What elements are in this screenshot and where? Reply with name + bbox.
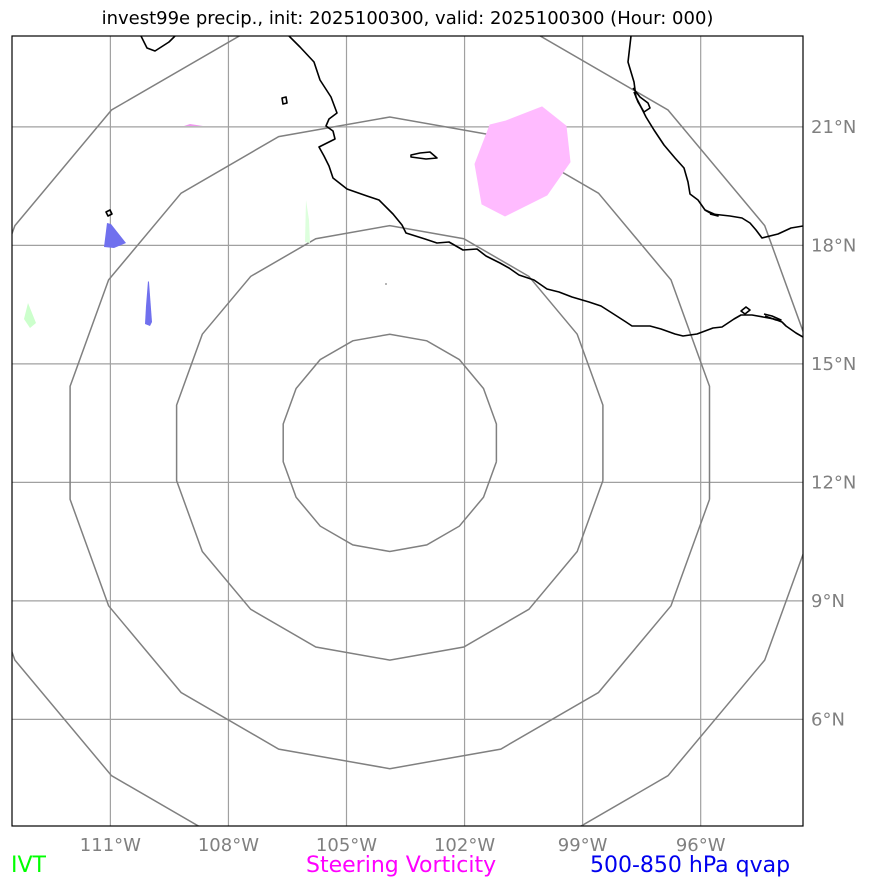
legend-qvap: 500-850 hPa qvap	[590, 853, 791, 878]
legend-ivt: IVT	[11, 853, 46, 878]
range-rings	[12, 36, 803, 826]
range-ring-2	[175, 224, 604, 661]
lon-label: 105°W	[316, 835, 377, 856]
map-frame	[11, 35, 804, 827]
coastline-oaxaca-islet	[740, 306, 751, 315]
coastlines	[105, 36, 803, 338]
lat-lon-gridlines	[12, 36, 803, 826]
lat-label: 15°N	[811, 354, 856, 375]
lat-label: 12°N	[811, 472, 856, 493]
steering-vorticity-area	[474, 106, 571, 217]
lon-label: 108°W	[198, 835, 259, 856]
lat-tick-labels: 21°N 18°N 15°N 12°N 9°N 6°N	[811, 117, 856, 730]
lon-label: 96°W	[676, 835, 726, 856]
lat-label: 18°N	[811, 235, 856, 256]
tiny-island	[385, 283, 387, 285]
coastline-tehuantepec	[763, 313, 782, 321]
lat-label: 9°N	[811, 591, 845, 612]
coastline-gulf	[627, 36, 803, 239]
ivt-area-west	[24, 303, 36, 328]
range-ring-1	[282, 333, 498, 553]
qvap-area-west	[104, 223, 126, 248]
lon-label: 111°W	[80, 835, 141, 856]
map-plot-area	[12, 36, 803, 826]
lat-label: 6°N	[811, 709, 845, 730]
range-ring-3	[69, 116, 711, 770]
lon-tick-labels: 111°W 108°W 105°W 102°W 99°W 96°W	[80, 835, 726, 856]
lake-chapala	[410, 151, 438, 160]
steering-vorticity-sliver	[184, 124, 203, 126]
map-title: invest99e precip., init: 2025100300, val…	[101, 8, 714, 29]
island-revillagigedo	[105, 209, 113, 217]
qvap-area-south	[145, 281, 152, 326]
coastline-lagoon-south	[704, 209, 719, 217]
coastline-baja	[140, 36, 176, 52]
lat-label: 21°N	[811, 117, 856, 138]
coastline-gulf-lagoon	[632, 87, 651, 113]
lon-label: 99°W	[558, 835, 608, 856]
ivt-area-north	[305, 200, 310, 243]
island-marias	[281, 96, 288, 105]
range-ring-4	[12, 36, 803, 826]
coastline-mexico-pacific	[288, 36, 803, 338]
legend-steering-vorticity: Steering Vorticity	[306, 853, 497, 878]
lon-label: 102°W	[434, 835, 495, 856]
